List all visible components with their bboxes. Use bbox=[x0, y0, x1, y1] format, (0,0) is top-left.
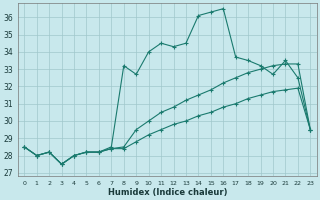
X-axis label: Humidex (Indice chaleur): Humidex (Indice chaleur) bbox=[108, 188, 227, 197]
